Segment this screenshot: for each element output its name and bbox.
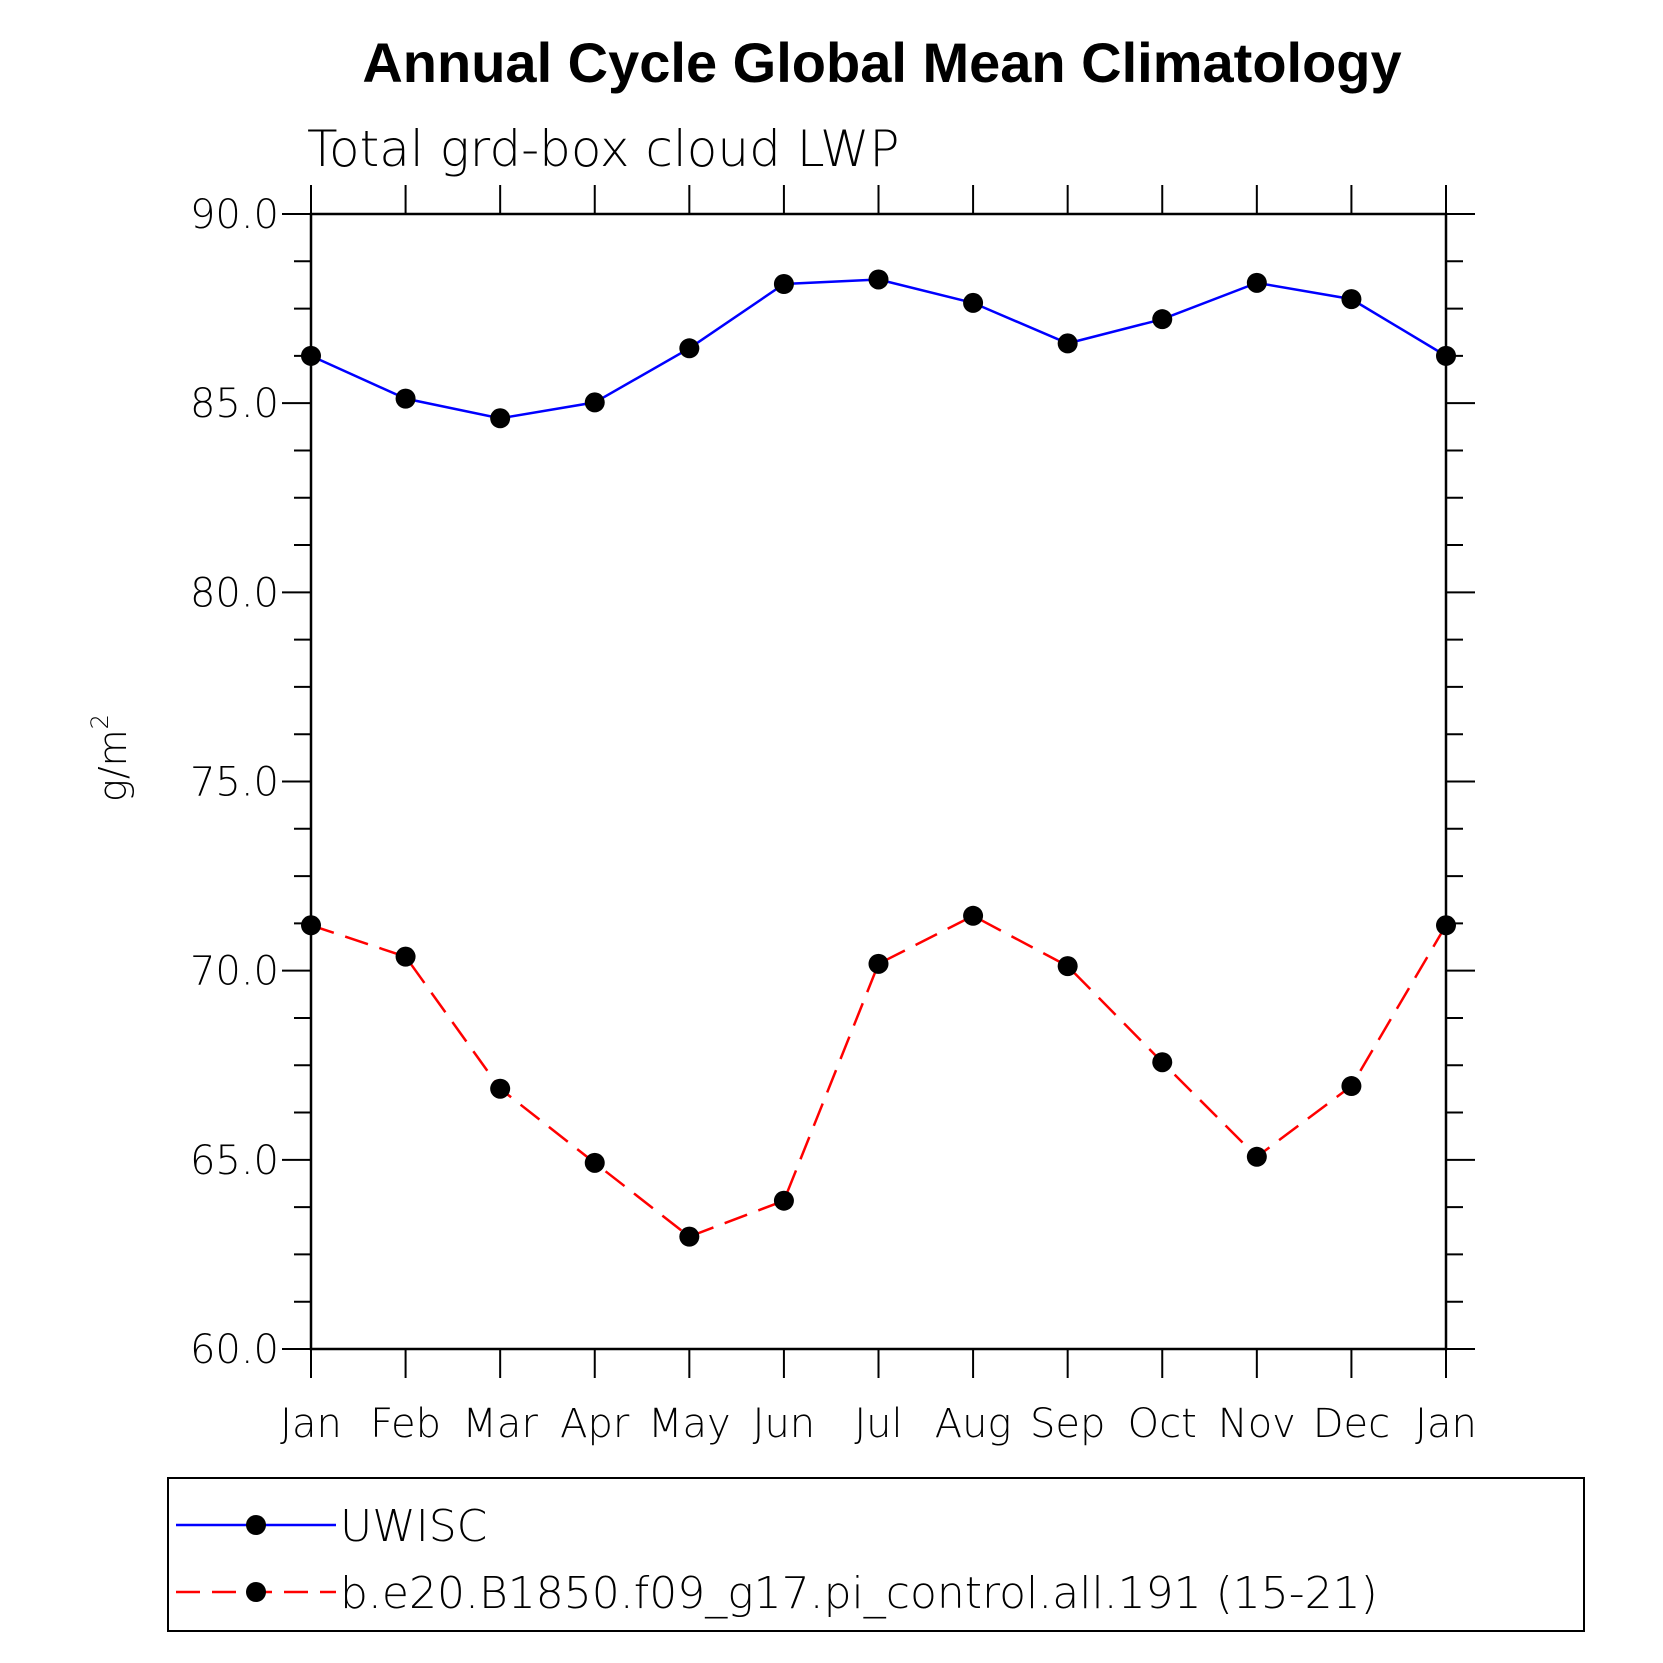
legend-marker: [246, 1582, 266, 1602]
data-point: [490, 1078, 511, 1099]
data-point: [773, 273, 794, 294]
x-tick-label: Jan: [1415, 1401, 1477, 1447]
chart-subtitle: Total grd-box cloud LWP: [307, 120, 900, 178]
data-point: [301, 345, 321, 366]
series-0: [301, 269, 1456, 429]
x-tick-label: Oct: [1128, 1401, 1197, 1447]
legend-label: UWISC: [340, 1501, 487, 1552]
x-tick-label: Feb: [370, 1401, 441, 1447]
series-line: [310, 278, 1447, 420]
x-axis-ticks: Jan Feb Mar Apr May Jun Jul Aug Sep Oct Nov Dec Jan: [280, 185, 1477, 1447]
legend-marker: [246, 1515, 266, 1535]
data-point: [679, 1226, 700, 1247]
data-point: [1057, 956, 1078, 977]
y-axis-ticks: 60.0 65.0 70.0 75.0 80.0 85.0 90.0: [190, 192, 1475, 1373]
legend: UWISC b.e20.B1850.f09_g17.pi_control.all.…: [167, 1477, 1585, 1632]
x-tick-label: Jul: [854, 1401, 902, 1447]
legend-box: [167, 1477, 1585, 1632]
data-point: [1152, 1052, 1173, 1073]
plot-frame: [309, 212, 1448, 1351]
data-point: [1057, 333, 1078, 354]
x-tick-label: Jun: [753, 1401, 816, 1447]
y-tick-label: 65.0: [190, 1138, 279, 1184]
data-point: [584, 392, 605, 413]
data-point: [963, 292, 984, 313]
x-tick-label: May: [648, 1401, 731, 1447]
x-tick-label: Sep: [1030, 1401, 1105, 1447]
y-tick-label: 60.0: [190, 1327, 279, 1373]
data-point: [1436, 915, 1456, 936]
data-point: [584, 1152, 605, 1173]
data-point: [1341, 1076, 1362, 1097]
data-point: [773, 1190, 794, 1211]
x-tick-label: Jan: [280, 1401, 342, 1447]
data-point: [1246, 1146, 1267, 1167]
y-axis-label: g/m2: [86, 714, 135, 802]
data-point: [1341, 289, 1362, 310]
data-point: [1436, 345, 1456, 366]
data-point: [1246, 272, 1267, 293]
y-axis-label-superscript: 2: [86, 714, 114, 729]
data-point: [868, 953, 889, 974]
chart-title: Annual Cycle Global Mean Climatology: [362, 31, 1401, 94]
svg-text:g/m2: g/m2: [86, 714, 135, 802]
plot-border: [309, 212, 1448, 1351]
x-tick-label: Dec: [1313, 1401, 1390, 1447]
legend-items: UWISC b.e20.B1850.f09_g17.pi_control.all.…: [176, 1501, 1378, 1619]
y-axis-label-text: g/m: [91, 729, 135, 802]
data-point: [679, 338, 700, 359]
series-layer: [301, 269, 1456, 1247]
legend-label: b.e20.B1850.f09_g17.pi_control.all.191 (…: [340, 1568, 1378, 1619]
data-point: [301, 915, 321, 936]
y-tick-label: 75.0: [190, 760, 279, 806]
data-point: [395, 388, 416, 409]
y-tick-label: 85.0: [190, 381, 279, 427]
data-point: [490, 408, 511, 429]
y-tick-label: 70.0: [190, 949, 279, 995]
x-tick-label: Nov: [1218, 1401, 1296, 1447]
data-point: [963, 905, 984, 926]
y-tick-label: 80.0: [190, 570, 279, 616]
data-point: [868, 269, 889, 290]
legend-entry: b.e20.B1850.f09_g17.pi_control.all.191 (…: [176, 1568, 1378, 1619]
x-tick-label: Aug: [935, 1401, 1012, 1447]
y-tick-label: 90.0: [190, 192, 279, 238]
legend-entry: UWISC: [176, 1501, 487, 1552]
data-point: [395, 946, 416, 967]
x-tick-label: Mar: [462, 1401, 538, 1447]
x-tick-label: Apr: [560, 1401, 630, 1447]
series-1: [301, 905, 1456, 1247]
data-point: [1152, 309, 1173, 330]
